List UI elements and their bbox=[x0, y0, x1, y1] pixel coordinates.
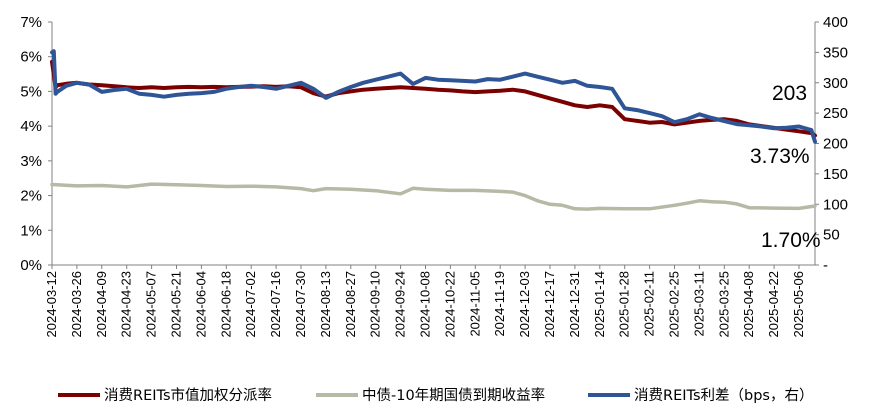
x-tick-label: 2024-04-09 bbox=[94, 271, 109, 338]
x-tick-label: 2024-05-07 bbox=[144, 271, 159, 338]
legend-label: 消费REITs市值加权分派率 bbox=[104, 387, 272, 404]
x-tick-label: 2024-10-22 bbox=[442, 271, 457, 338]
x-tick-label: 2025-04-22 bbox=[766, 271, 781, 338]
x-tick-label: 2025-03-11 bbox=[691, 271, 706, 337]
left-tick-label: 6% bbox=[20, 49, 42, 66]
right-axis-ticks: - 50 100 150 200 250 300 350 400 bbox=[815, 14, 848, 274]
annotations: 203 3.73% 1.70% bbox=[750, 82, 821, 252]
axes bbox=[51, 22, 816, 266]
series-line-3 bbox=[50, 49, 817, 144]
x-tick-label: 2024-07-30 bbox=[293, 271, 308, 338]
right-tick-label: 350 bbox=[823, 44, 848, 61]
left-tick-label: 1% bbox=[20, 222, 42, 239]
x-tick-label: 2024-08-27 bbox=[343, 271, 358, 338]
x-tick-label: 2025-03-25 bbox=[716, 271, 731, 338]
x-tick-label: 2024-04-23 bbox=[119, 271, 134, 338]
right-tick-label: 150 bbox=[823, 166, 848, 183]
x-tick-label: 2024-06-04 bbox=[193, 271, 208, 338]
right-tick-label: 100 bbox=[823, 196, 848, 213]
x-tick-label: 2025-05-06 bbox=[791, 271, 806, 338]
series-line-2 bbox=[50, 182, 817, 211]
legend-label: 消费REITs利差（bps，右） bbox=[634, 387, 814, 404]
legend: 消费REITs市值加权分派率 中债-10年期国债到期收益率 消费REITs利差（bp… bbox=[58, 387, 814, 404]
left-tick-label: 2% bbox=[20, 188, 42, 205]
legend-label: 中债-10年期国债到期收益率 bbox=[362, 387, 545, 404]
x-tick-label: 2024-11-05 bbox=[467, 271, 482, 337]
x-tick-label: 2025-02-11 bbox=[642, 271, 657, 337]
annotation-spread-value: 203 bbox=[772, 82, 807, 105]
x-tick-label: 2025-04-08 bbox=[741, 271, 756, 338]
series-line-1 bbox=[50, 59, 817, 138]
x-tick-label: 2024-07-16 bbox=[268, 271, 283, 338]
right-tick-label: 400 bbox=[823, 14, 848, 31]
x-tick-label: 2024-09-24 bbox=[393, 271, 408, 338]
x-tick-label: 2024-11-19 bbox=[492, 271, 507, 337]
x-tick-label: 2024-09-10 bbox=[368, 271, 383, 338]
left-tick-label: 7% bbox=[20, 14, 42, 31]
x-tick-label: 2024-03-12 bbox=[44, 271, 59, 338]
x-tick-label: 2025-01-14 bbox=[592, 271, 607, 338]
x-tick-label: 2024-08-13 bbox=[318, 271, 333, 338]
series-layer bbox=[50, 49, 817, 211]
x-tick-label: 2024-07-02 bbox=[243, 271, 258, 338]
x-tick-label: 2024-06-18 bbox=[218, 271, 233, 338]
annotation-bond-yield: 1.70% bbox=[761, 229, 821, 252]
x-tick-label: 2025-01-28 bbox=[617, 271, 632, 338]
right-tick-label: 250 bbox=[823, 105, 848, 122]
left-tick-label: 5% bbox=[20, 83, 42, 100]
right-tick-label: 200 bbox=[823, 136, 848, 153]
x-tick-label: 2024-03-26 bbox=[69, 271, 84, 338]
x-tick-label: 2024-10-08 bbox=[417, 271, 432, 338]
annotation-distribution-rate: 3.73% bbox=[750, 145, 810, 168]
x-tick-label: 2024-12-31 bbox=[567, 271, 582, 338]
left-tick-label: 4% bbox=[20, 118, 42, 135]
x-tick-label: 2024-12-17 bbox=[542, 271, 557, 338]
right-tick-label: 300 bbox=[823, 75, 848, 92]
x-axis-ticks: 2024-03-12 2024-03-26 2024-04-09 2024-04-23… bbox=[44, 265, 806, 338]
x-tick-label: 2025-02-25 bbox=[666, 271, 681, 338]
x-tick-label: 2024-12-03 bbox=[517, 271, 532, 338]
left-tick-label: 3% bbox=[20, 153, 42, 170]
left-axis-ticks: 0% 1% 2% 3% 4% 5% 6% 7% bbox=[20, 14, 52, 274]
x-tick-label: 2024-05-21 bbox=[168, 271, 183, 338]
right-tick-label: - bbox=[823, 257, 828, 274]
left-tick-label: 0% bbox=[20, 257, 42, 274]
right-tick-label: 50 bbox=[823, 227, 840, 244]
